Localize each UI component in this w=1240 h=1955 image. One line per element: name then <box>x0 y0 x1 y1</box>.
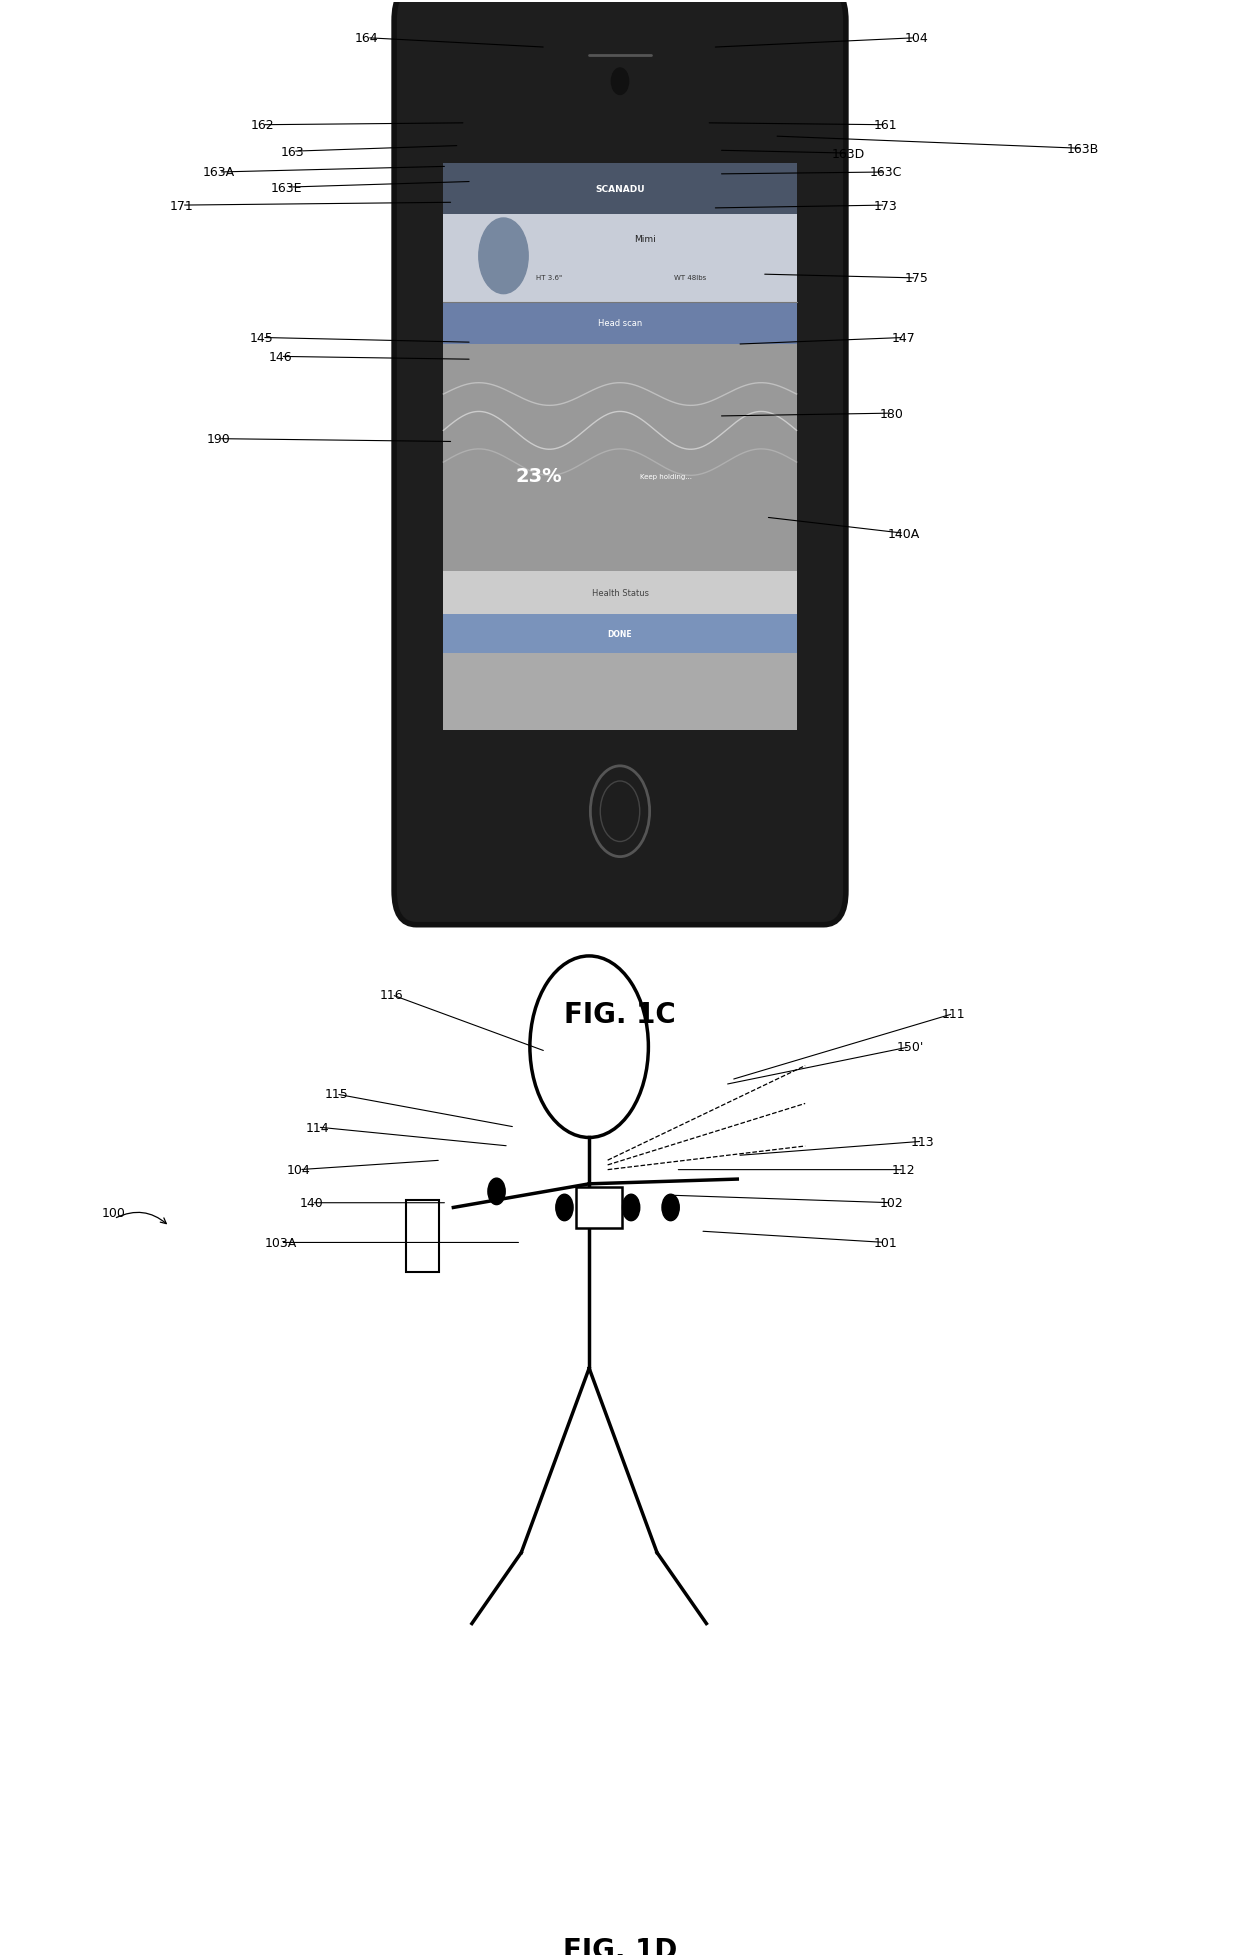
Text: 111: 111 <box>941 1007 965 1021</box>
Text: 150': 150' <box>897 1040 924 1054</box>
Bar <box>575 1187 622 1228</box>
Circle shape <box>662 1195 680 1222</box>
Text: 140A: 140A <box>888 528 920 540</box>
Text: FIG. 1C: FIG. 1C <box>564 1001 676 1028</box>
Text: 163D: 163D <box>832 147 866 160</box>
Text: 163B: 163B <box>1066 143 1099 156</box>
Text: Head scan: Head scan <box>598 319 642 328</box>
Text: FIG. 1D: FIG. 1D <box>563 1935 677 1955</box>
Text: 162: 162 <box>250 119 274 133</box>
Text: 161: 161 <box>874 119 898 133</box>
Text: 163: 163 <box>281 145 305 158</box>
Text: 100: 100 <box>102 1206 125 1220</box>
Text: 163C: 163C <box>869 166 901 180</box>
Bar <box>444 164 796 731</box>
Circle shape <box>611 68 629 96</box>
Text: 175: 175 <box>904 272 929 285</box>
Text: 113: 113 <box>910 1136 934 1148</box>
Text: 145: 145 <box>250 332 274 344</box>
Bar <box>444 571 796 614</box>
Text: 104: 104 <box>288 1163 311 1177</box>
Circle shape <box>479 219 528 295</box>
Text: 171: 171 <box>170 199 193 213</box>
Text: 163E: 163E <box>272 182 303 194</box>
Text: SCANADU: SCANADU <box>595 184 645 194</box>
Bar <box>444 303 796 344</box>
Text: Health Status: Health Status <box>591 588 649 598</box>
Text: 173: 173 <box>873 199 898 213</box>
Circle shape <box>487 1179 505 1204</box>
Text: Mimi: Mimi <box>634 235 656 244</box>
Bar <box>444 344 796 571</box>
FancyBboxPatch shape <box>394 0 846 925</box>
Bar <box>407 1200 439 1273</box>
Text: 190: 190 <box>207 432 231 446</box>
Text: 112: 112 <box>892 1163 915 1177</box>
Text: 180: 180 <box>879 407 904 420</box>
Text: 115: 115 <box>324 1087 348 1101</box>
Text: 114: 114 <box>306 1120 330 1134</box>
Text: WT 48lbs: WT 48lbs <box>675 276 707 282</box>
Text: 164: 164 <box>355 31 378 45</box>
Bar <box>444 215 796 303</box>
Text: 103A: 103A <box>264 1236 296 1249</box>
Text: Keep holding...: Keep holding... <box>640 473 692 479</box>
Text: 147: 147 <box>892 332 916 344</box>
Text: 102: 102 <box>879 1196 904 1210</box>
Bar <box>444 164 796 215</box>
Text: 101: 101 <box>873 1236 898 1249</box>
Circle shape <box>622 1195 640 1222</box>
Text: 23%: 23% <box>516 467 562 487</box>
Text: 140: 140 <box>300 1196 324 1210</box>
Text: 104: 104 <box>904 31 929 45</box>
Bar <box>444 614 796 655</box>
Text: 146: 146 <box>269 350 293 364</box>
Text: 163A: 163A <box>203 166 234 180</box>
Circle shape <box>556 1195 573 1222</box>
Text: DONE: DONE <box>608 630 632 639</box>
Text: 116: 116 <box>379 989 403 1001</box>
Text: HT 3.6": HT 3.6" <box>537 276 563 282</box>
